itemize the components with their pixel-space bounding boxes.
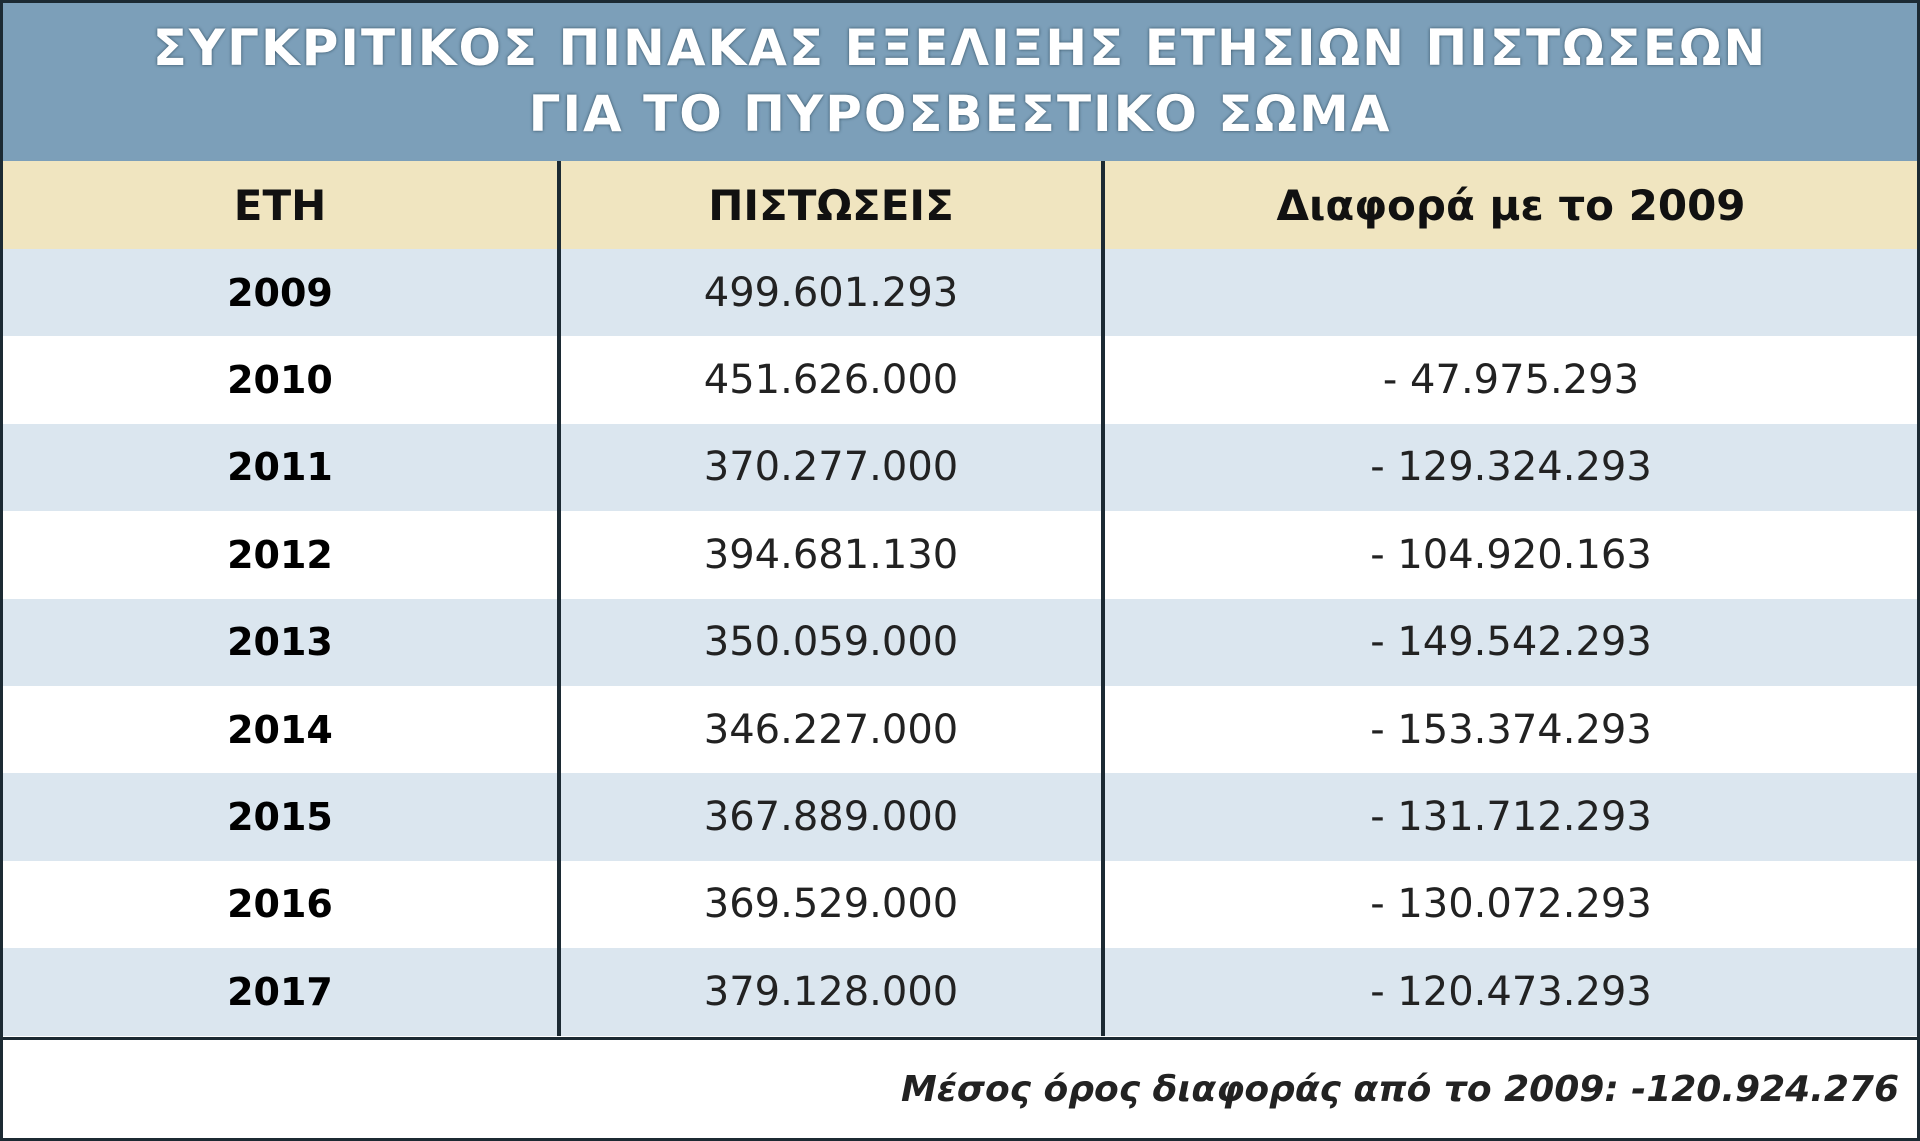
table-cell: 346.227.000	[557, 685, 1101, 774]
table-cell: 394.681.130	[557, 511, 1101, 599]
footer-note: Μέσος όρος διαφοράς από το 2009: -120.92…	[3, 1037, 1917, 1138]
table-cell: 2015	[227, 795, 333, 840]
table-cell: 2013	[227, 620, 333, 665]
table-cell: 2011	[227, 445, 333, 490]
table-cell: 369.529.000	[557, 860, 1101, 949]
table-cell: 2009	[227, 270, 333, 315]
table-cell: 499.601.293	[557, 249, 1101, 337]
table-cell: - 104.920.163	[1101, 511, 1917, 599]
table-cell: - 149.542.293	[1101, 598, 1917, 686]
table-cell: 379.128.000	[557, 948, 1101, 1036]
table-cell: 2017	[227, 969, 333, 1014]
title-line: ΣΥΓΚΡΙΤΙΚΟΣ ΠΙΝΑΚΑΣ ΕΞΕΛΙΞΗΣ ΕΤΗΣΙΩΝ ΠΙΣ…	[152, 19, 1768, 77]
table-cell: - 120.473.293	[1101, 948, 1917, 1036]
header-cell: Διαφορά με το 2009	[1101, 161, 1917, 249]
table-cell: 2016	[227, 882, 333, 927]
table-row: 2011 370.277.000- 129.324.293	[3, 423, 1917, 512]
empty-cell	[1101, 249, 1917, 337]
table-cell: - 131.712.293	[1101, 773, 1917, 861]
table-row: 2013 350.059.000- 149.542.293	[3, 598, 1917, 686]
table-row: 2009 499.601.293	[3, 249, 1917, 337]
table-cell: 350.059.000	[557, 598, 1101, 686]
table-cell: 2010	[227, 358, 333, 403]
table-cell: - 153.374.293	[1101, 685, 1917, 774]
table: ΕΤΗ ΠΙΣΤΩΣΕΙΣ Διαφορά με το 2009 2009 499.60…	[3, 161, 1917, 1036]
table-cell: 367.889.000	[557, 773, 1101, 861]
title-line: ΓΙΑ ΤΟ ΠΥΡΟΣΒΕΣΤΙΚΟ ΣΩΜΑ	[528, 85, 1392, 143]
table-cell: 451.626.000	[557, 336, 1101, 424]
header-row: ΕΤΗ ΠΙΣΤΩΣΕΙΣ Διαφορά με το 2009	[3, 161, 1917, 249]
table-cell: 2014	[227, 707, 333, 752]
table-cell: - 47.975.293	[1101, 336, 1917, 424]
table-cell: 370.277.000	[557, 423, 1101, 512]
table-row: 2012 394.681.130- 104.920.163	[3, 511, 1917, 599]
table-row: 2015 367.889.000- 131.712.293	[3, 773, 1917, 861]
header-cell: ΠΙΣΤΩΣΕΙΣ	[557, 161, 1101, 249]
table-cell: - 129.324.293	[1101, 423, 1917, 512]
table-cell: - 130.072.293	[1101, 860, 1917, 949]
table-cell: 2012	[227, 532, 333, 577]
table-row: 2016 369.529.000- 130.072.293	[3, 860, 1917, 949]
table-row: 2017 379.128.000- 120.473.293	[3, 948, 1917, 1036]
title-band: ΣΥΓΚΡΙΤΙΚΟΣ ΠΙΝΑΚΑΣ ΕΞΕΛΙΞΗΣ ΕΤΗΣΙΩΝ ΠΙΣ…	[3, 3, 1917, 161]
header-cell: ΕΤΗ	[233, 180, 327, 230]
table-row: 2014 346.227.000- 153.374.293	[3, 685, 1917, 774]
table-row: 2010 451.626.000- 47.975.293	[3, 336, 1917, 424]
